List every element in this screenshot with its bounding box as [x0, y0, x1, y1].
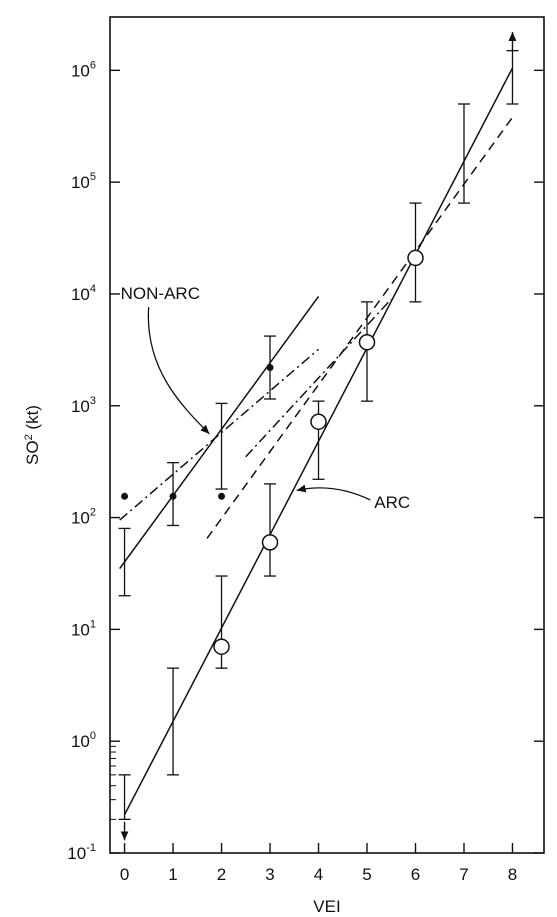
y-axis-title-main: SO [23, 440, 42, 465]
y-tick-label-exp: -1 [86, 842, 96, 854]
x-tick-label: 3 [265, 865, 274, 884]
y-tick-label-base: 10 [71, 509, 90, 528]
y-tick-label-exp: 4 [90, 283, 96, 295]
y-tick-label: 103 [71, 395, 96, 416]
y-tick-label: 105 [71, 171, 96, 192]
annotation-label: NON-ARC [121, 284, 200, 303]
non-arc-point [121, 492, 129, 500]
y-tick-label-exp: 0 [90, 730, 96, 742]
arc-point [213, 638, 230, 655]
y-tick-label: 100 [71, 730, 96, 751]
y-tick-label: 104 [71, 283, 96, 304]
annotation-arrow [147, 307, 210, 435]
arc-point [261, 534, 279, 551]
y-tick-label: 106 [71, 59, 96, 80]
y-tick-label-base: 10 [71, 732, 90, 751]
y-tick-label-base: 10 [71, 620, 90, 639]
y-tick-label-base: 10 [71, 61, 90, 80]
annotations: NON-ARC ARC [121, 284, 411, 512]
non-arc-point [169, 492, 177, 500]
arc-point [407, 249, 424, 267]
y-tick-label-exp: 6 [90, 59, 96, 71]
x-axis-ticks: 0 1 2 3 4 5 6 7 8 [120, 843, 517, 884]
y-tick-label-base: 10 [71, 173, 90, 192]
trend-line-dashdot [245, 298, 392, 458]
annotation-arrow [296, 484, 371, 501]
error-bars [118, 32, 519, 841]
plot-frame [109, 16, 545, 854]
x-tick-label: 2 [217, 865, 226, 884]
arc-point [358, 333, 376, 351]
x-tick-label: 6 [411, 865, 420, 884]
x-tick-label: 8 [508, 865, 517, 884]
y-tick-label: 101 [71, 618, 96, 639]
arc-point [310, 413, 327, 430]
y-tick-label-exp: 2 [90, 507, 96, 519]
y-tick-label-base: 10 [71, 397, 90, 416]
y-axis-title: SO2 (kt) [23, 405, 42, 465]
trend-line-dashdot [119, 348, 320, 521]
y-tick-label-base: 10 [67, 844, 86, 863]
trend-lines [119, 67, 514, 816]
y-axis-title-sup: 2 [23, 434, 35, 440]
y-tick-label-exp: 3 [90, 395, 96, 407]
y-tick-label-exp: 1 [90, 618, 96, 630]
x-axis-title: VEI [313, 897, 340, 916]
x-tick-label: 4 [314, 865, 323, 884]
non-arc-point [218, 492, 226, 500]
y-minor-ticks [110, 745, 116, 820]
y-tick-label-exp: 5 [90, 171, 96, 183]
non-arc-point [266, 363, 274, 371]
y-axis-title-tail: (kt) [23, 405, 42, 434]
data-points [121, 249, 424, 655]
trend-line-dashed [206, 116, 514, 539]
y-tick-label: 102 [71, 507, 96, 528]
annotation-label: ARC [374, 493, 410, 512]
trend-line-solid [119, 296, 320, 569]
x-tick-label: 5 [362, 865, 371, 884]
x-tick-label: 7 [459, 865, 468, 884]
y-tick-label: 10-1 [67, 842, 96, 863]
x-tick-label: 0 [120, 865, 129, 884]
x-tick-label: 1 [168, 865, 177, 884]
y-tick-label-base: 10 [71, 285, 90, 304]
